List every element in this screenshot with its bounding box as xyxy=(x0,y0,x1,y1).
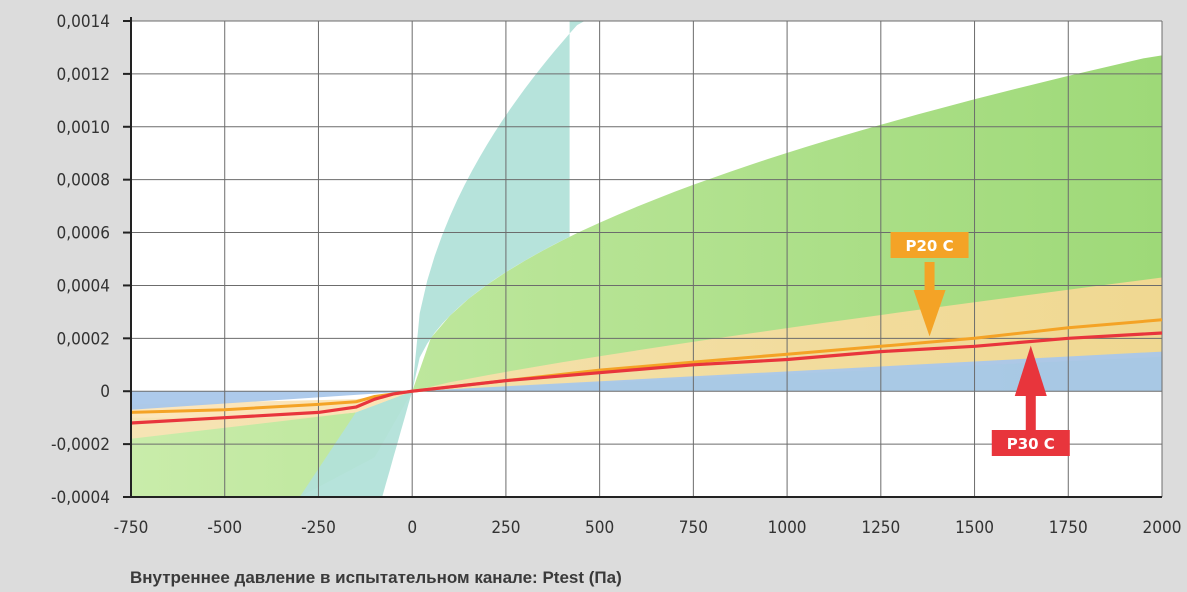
callout-label-p30: P30 C xyxy=(1007,435,1055,453)
callout-layer: P20 C P30 C xyxy=(890,232,1070,456)
x-tick-label-6: 750 xyxy=(679,518,708,538)
y-tick-label-0: -0,0004 xyxy=(51,488,110,508)
x-axis-label: Внутреннее давление в испытательном кана… xyxy=(130,568,622,587)
band-layer xyxy=(131,21,1162,498)
x-tick-labels: -750 -500 -250 0 250 500 750 1000 1250 1500 1750 20… xyxy=(114,518,1182,538)
y-tick-label-7: 0,0010 xyxy=(57,118,111,138)
x-tick-label-11: 2000 xyxy=(1143,518,1182,538)
callout-arrow-head-p30 xyxy=(1014,345,1047,396)
x-tick-label-4: 250 xyxy=(491,518,520,538)
y-tick-labels: -0,0004 -0,0002 0 0,0002 0,0004 0,0006 0,0008 0… xyxy=(51,12,110,508)
x-tick-label-0: -750 xyxy=(114,518,149,538)
x-tick-label-2: -250 xyxy=(301,518,336,538)
callout-arrow-shaft-p20 xyxy=(924,262,935,292)
y-tick-label-9: 0,0014 xyxy=(57,12,111,32)
callout-label-p20: P20 C xyxy=(906,237,954,255)
band-yellow xyxy=(131,277,1162,439)
x-tick-label-1: -500 xyxy=(207,518,242,538)
x-tick-label-7: 1000 xyxy=(768,518,807,538)
grid-layer xyxy=(130,20,1163,498)
x-tick-label-8: 1250 xyxy=(861,518,900,538)
y-tick-label-5: 0,0006 xyxy=(57,224,111,244)
band-teal xyxy=(299,21,585,497)
x-tick-label-5: 500 xyxy=(585,518,614,538)
series-layer xyxy=(130,318,1163,425)
y-tick-label-6: 0,0008 xyxy=(57,171,111,191)
x-tick-label-10: 1750 xyxy=(1049,518,1088,538)
y-tick-label-1: -0,0002 xyxy=(51,435,110,455)
y-tick-label-4: 0,0004 xyxy=(57,276,111,296)
callout-box-p20 xyxy=(890,232,969,258)
callout-box-p30 xyxy=(991,430,1070,456)
series-line-1 xyxy=(130,331,1163,425)
y-tick-label-3: 0,0002 xyxy=(57,329,111,349)
band-blue xyxy=(131,351,1162,410)
callout-arrow-head-p20 xyxy=(913,290,946,337)
axes-layer xyxy=(123,17,1162,498)
y-tick-label-8: 0,0012 xyxy=(57,65,111,85)
y-tick-label-2: 0 xyxy=(100,382,110,402)
x-tick-label-3: 0 xyxy=(407,518,417,538)
x-tick-label-9: 1500 xyxy=(955,518,994,538)
callout-arrow-shaft-p30 xyxy=(1025,394,1036,430)
